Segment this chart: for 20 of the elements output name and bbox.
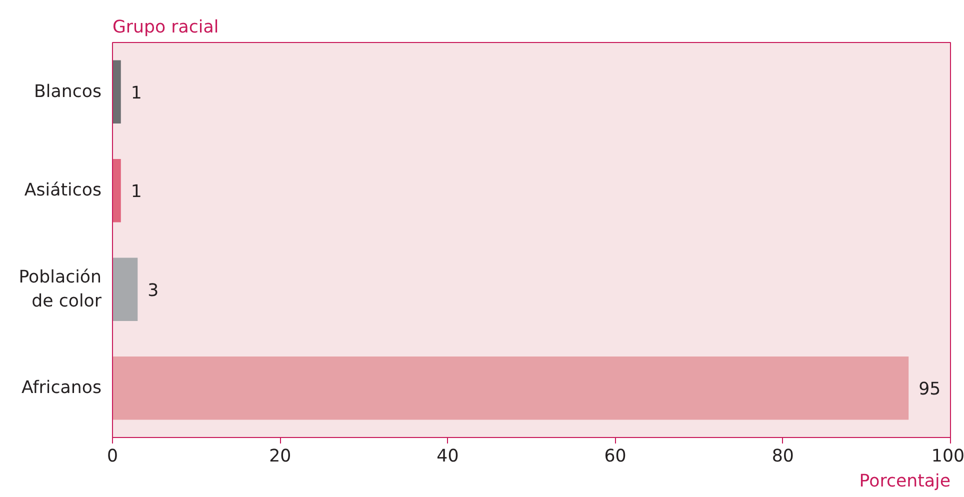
data-label: 1 xyxy=(130,182,142,202)
y-tick-label: Asiáticos xyxy=(24,180,102,201)
x-tick-label: 40 xyxy=(436,446,459,466)
x-axis-title: Porcentaje xyxy=(859,472,951,492)
x-tick-label: 0 xyxy=(106,446,118,466)
y-axis-title: Grupo racial xyxy=(112,18,219,38)
y-tick-label: Blancos xyxy=(34,82,102,102)
bar xyxy=(112,60,121,124)
bar xyxy=(112,258,138,321)
y-tick-label: Población de color xyxy=(18,267,102,312)
x-tick-label: 80 xyxy=(772,446,794,466)
bar xyxy=(112,356,909,420)
x-tick-label: 60 xyxy=(604,446,626,466)
y-tick-label: Africanos xyxy=(21,378,102,398)
data-label: 1 xyxy=(130,83,142,104)
data-label: 95 xyxy=(918,380,941,400)
x-tick-label: 100 xyxy=(931,446,964,466)
x-tick-label: 20 xyxy=(269,446,292,466)
data-label: 3 xyxy=(148,280,159,301)
bar xyxy=(112,159,121,222)
